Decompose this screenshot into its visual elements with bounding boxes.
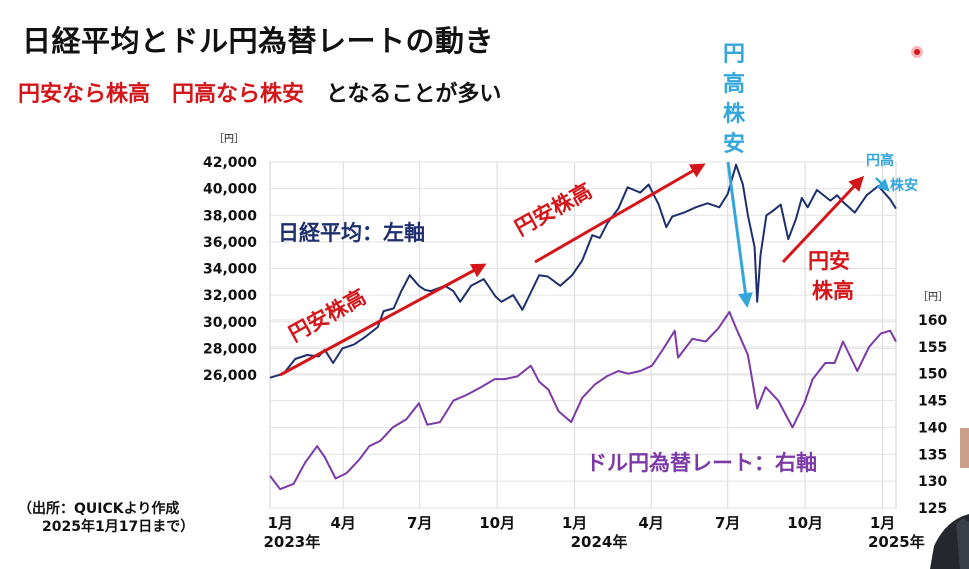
right-y-tick-label: 150 [918,367,947,383]
source-line-1: （出所：QUICKより作成 [18,501,180,517]
x-tick-year: 2024年 [571,533,628,551]
nikkei-line [269,163,897,379]
x-tick-year: 2023年 [263,533,320,551]
grid [269,161,897,509]
x-tick-label: 1月 [870,514,895,532]
x-tick-label: 10月 [479,514,515,532]
vertical-char: 高 [722,72,745,97]
left-y-tick-label: 32,000 [203,288,257,304]
left-axis-unit: ［円］ [214,133,244,145]
x-tick-year: 2025年 [868,533,925,551]
subtitle-strong-yen: 円高なら株安 [172,82,305,107]
arrow-weak-yen-2024 [534,163,706,264]
vertical-char: 株 [722,102,745,127]
x-tick-label: 1月 [267,514,292,532]
annotation-weak-yen-3b: 株高 [812,279,854,303]
annotation-weak-yen-3a: 円安 [808,249,850,273]
x-tick-label: 7月 [715,514,740,532]
right-y-tick-label: 135 [918,447,947,463]
vertical-char: 安 [722,132,745,157]
right-y-tick-label: 125 [918,501,947,517]
subtitle-weak-yen: 円安なら株高 [18,82,151,107]
right-y-tick-label: 140 [918,420,947,436]
left-y-tick-label: 34,000 [203,262,257,278]
right-y-tick-label: 145 [918,394,947,410]
x-tick-label: 4月 [330,514,355,532]
trend-arrows [279,161,890,377]
vertical-char: 円 [722,42,745,67]
x-tick-label: 7月 [407,514,432,532]
annotation-strong-yen-1: 円高 [866,152,894,169]
legend-nikkei: 日経平均：左軸 [278,221,425,245]
subtitle-conclusion: となることが多い [326,82,502,107]
usdjpy-line [269,310,897,491]
source-note: （出所：QUICKより作成 2025年1月17日まで） [18,500,194,536]
subtitle: 円安なら株高 円高なら株安 となることが多い [18,76,501,108]
annotation-strong-yen-2: 株安 [890,177,918,194]
annotation-weak-yen-1: 円安株高 [285,285,370,347]
pointer-dot-icon [911,46,923,58]
presenter-silhouette [930,428,969,569]
left-y-tick-label: 26,000 [203,368,257,384]
right-axis-unit: ［円］ [918,291,948,303]
right-y-tick-label: 130 [918,474,947,490]
left-y-tick-label: 28,000 [203,341,257,357]
left-y-tick-label: 30,000 [203,315,257,331]
left-y-tick-label: 42,000 [203,155,257,171]
x-tick-label: 4月 [638,514,663,532]
left-y-tick-label: 40,000 [203,182,257,198]
right-y-tick-label: 155 [918,340,947,356]
source-line-2: 2025年1月17日まで） [42,519,195,535]
x-tick-label: 10月 [787,514,823,532]
legend-usdjpy: ドル円為替レート：右軸 [586,451,817,475]
arrow-weak-yen-late-2024 [781,175,865,264]
left-y-tick-label: 38,000 [203,208,257,224]
annotation-weak-yen-2: 円安株高 [511,179,596,241]
arrow-strong-yen-aug-2024 [726,161,753,308]
left-y-tick-label: 36,000 [203,235,257,251]
arrow-strong-yen-2025 [875,177,890,192]
strong-yen-vertical-label: 円 高 株 安 [720,40,748,160]
x-tick-label: 1月 [562,514,587,532]
page-title: 日経平均とドル円為替レートの動き [22,24,495,58]
right-y-tick-label: 160 [918,313,947,329]
arrow-weak-yen-2023 [279,263,487,377]
